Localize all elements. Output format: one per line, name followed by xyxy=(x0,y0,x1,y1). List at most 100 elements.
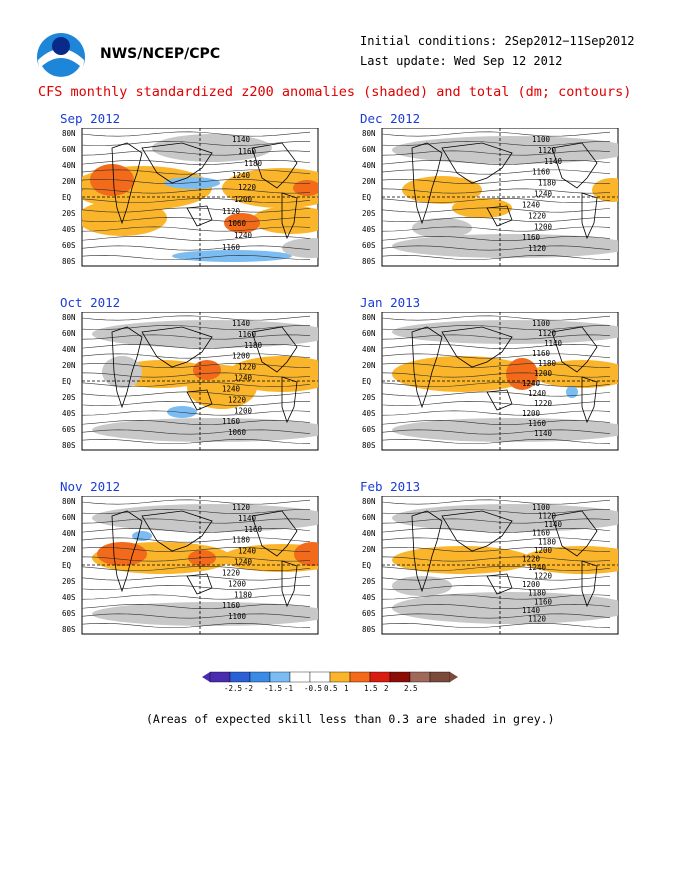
contour-line xyxy=(382,131,611,137)
contour-line xyxy=(382,198,611,204)
panel-title: Feb 2013 xyxy=(360,479,421,494)
lat-tick-label: 20N xyxy=(362,361,376,370)
map-panel-3: Oct 2012 80N60N40N20NEQ20S40S60S80S060E1… xyxy=(60,295,330,468)
contour-value-label: 1240 xyxy=(522,200,541,209)
map-plot: 80N60N40N20NEQ20S40S60S80S060E120E180120… xyxy=(362,128,619,267)
lat-tick-label: EQ xyxy=(62,377,72,386)
contour-line xyxy=(382,315,611,321)
colorbar-segment xyxy=(249,671,271,683)
panel-title: Oct 2012 xyxy=(60,295,121,310)
contour-value-label: 1200 xyxy=(522,580,541,589)
contour-value-label: 1220 xyxy=(228,395,247,404)
lat-tick-label: 40S xyxy=(62,225,76,234)
contour-value-label: 1240 xyxy=(528,389,547,398)
contour-line xyxy=(82,382,311,388)
anomaly-shading xyxy=(97,542,147,566)
colorbar-tick-label: 2.5 xyxy=(404,684,418,693)
skill-note: (Areas of expected skill less than 0.3 a… xyxy=(146,712,555,726)
lat-tick-label: 80S xyxy=(362,257,376,266)
anomaly-shading xyxy=(224,213,260,233)
anomaly-shading xyxy=(566,386,578,398)
contour-line xyxy=(382,585,611,590)
org-name: NWS/NCEP/CPC xyxy=(100,46,221,62)
contour-value-label: 1220 xyxy=(238,363,257,372)
anomaly-shading xyxy=(392,320,618,344)
contour-value-label: 1120 xyxy=(538,512,557,521)
lat-tick-label: 80N xyxy=(362,497,376,506)
contour-value-label: 1200 xyxy=(534,222,553,231)
contour-value-label: 1140 xyxy=(534,429,553,438)
contour-line xyxy=(382,325,611,331)
colorbar-segment xyxy=(389,671,411,683)
lat-tick-label: EQ xyxy=(362,377,372,386)
contour-line xyxy=(82,334,311,340)
contour-value-label: 1200 xyxy=(232,352,251,361)
coastline xyxy=(411,142,443,225)
contour-value-label: 1140 xyxy=(238,514,257,523)
lat-tick-label: 80N xyxy=(62,129,76,138)
contour-line xyxy=(382,613,611,619)
colorbar-tick-label: -2 xyxy=(244,684,253,693)
colorbar-tick-label: 2 xyxy=(384,684,389,693)
contour-line xyxy=(82,353,311,359)
contour-line xyxy=(382,141,611,147)
contour-line xyxy=(82,255,311,260)
lat-tick-label: 20N xyxy=(362,177,376,186)
colorbar-segment xyxy=(209,671,231,683)
colorbar-arrow-right xyxy=(450,672,458,682)
contour-line xyxy=(382,150,611,156)
contour-line xyxy=(382,217,611,222)
lat-tick-label: 20S xyxy=(362,393,376,402)
lat-tick-label: 60S xyxy=(362,241,376,250)
contour-value-label: 1120 xyxy=(528,614,547,623)
anomaly-shading xyxy=(102,356,142,388)
map-plot: 80N60N40N20NEQ20S40S60S80S060E120E180120… xyxy=(362,496,619,635)
contour-line xyxy=(382,594,611,600)
contour-value-label: 1180 xyxy=(234,590,253,599)
lat-tick-label: 40S xyxy=(62,593,76,602)
colorbar-tick-label: -2.5 xyxy=(224,684,242,693)
contour-value-label: 1200 xyxy=(234,195,253,204)
lat-tick-label: 40S xyxy=(362,225,376,234)
contour-value-label: 1180 xyxy=(538,537,557,546)
panel-title: Sep 2012 xyxy=(60,111,121,126)
coastline xyxy=(411,326,443,409)
lat-tick-label: 80S xyxy=(62,441,76,450)
anomaly-shading xyxy=(282,238,318,258)
contour-line xyxy=(82,363,311,368)
panel-title: Nov 2012 xyxy=(60,479,121,494)
contour-line xyxy=(382,518,611,524)
contour-line xyxy=(82,245,311,251)
coastline xyxy=(251,142,298,189)
map-plot: 80N60N40N20NEQ20S40S60S80S060E120E180120… xyxy=(62,128,319,267)
anomaly-shading xyxy=(392,592,618,624)
anomaly-shading xyxy=(506,358,538,390)
contour-line xyxy=(82,315,311,321)
colorbar-segment xyxy=(429,671,451,683)
contour-line xyxy=(82,372,311,378)
contour-line xyxy=(382,499,611,505)
contour-line xyxy=(382,188,611,194)
colorbar-segment xyxy=(289,671,311,683)
contour-line xyxy=(382,623,611,628)
contour-line xyxy=(382,160,611,165)
noaa-logo xyxy=(37,33,85,82)
anomaly-shading xyxy=(392,576,452,596)
contour-line xyxy=(382,363,611,368)
contour-value-label: 1160 xyxy=(534,597,553,606)
contour-line xyxy=(82,585,311,590)
contour-value-label: 1200 xyxy=(234,406,253,415)
lat-tick-label: 20N xyxy=(62,177,76,186)
map-panel-4: Jan 2013 80N60N40N20NEQ20S40S60S80S060E1… xyxy=(360,295,630,468)
coastline xyxy=(551,510,598,557)
lat-tick-label: 80S xyxy=(62,625,76,634)
coastline xyxy=(441,326,513,368)
contour-line xyxy=(82,518,311,524)
coastline xyxy=(141,510,213,552)
lat-tick-label: 60N xyxy=(362,329,376,338)
figure-title: CFS monthly standardized z200 anomalies … xyxy=(38,84,632,100)
contour-line xyxy=(82,547,311,552)
contour-line xyxy=(82,131,311,137)
anomaly-shading xyxy=(412,218,472,238)
contour-value-label: 1160 xyxy=(522,233,541,242)
